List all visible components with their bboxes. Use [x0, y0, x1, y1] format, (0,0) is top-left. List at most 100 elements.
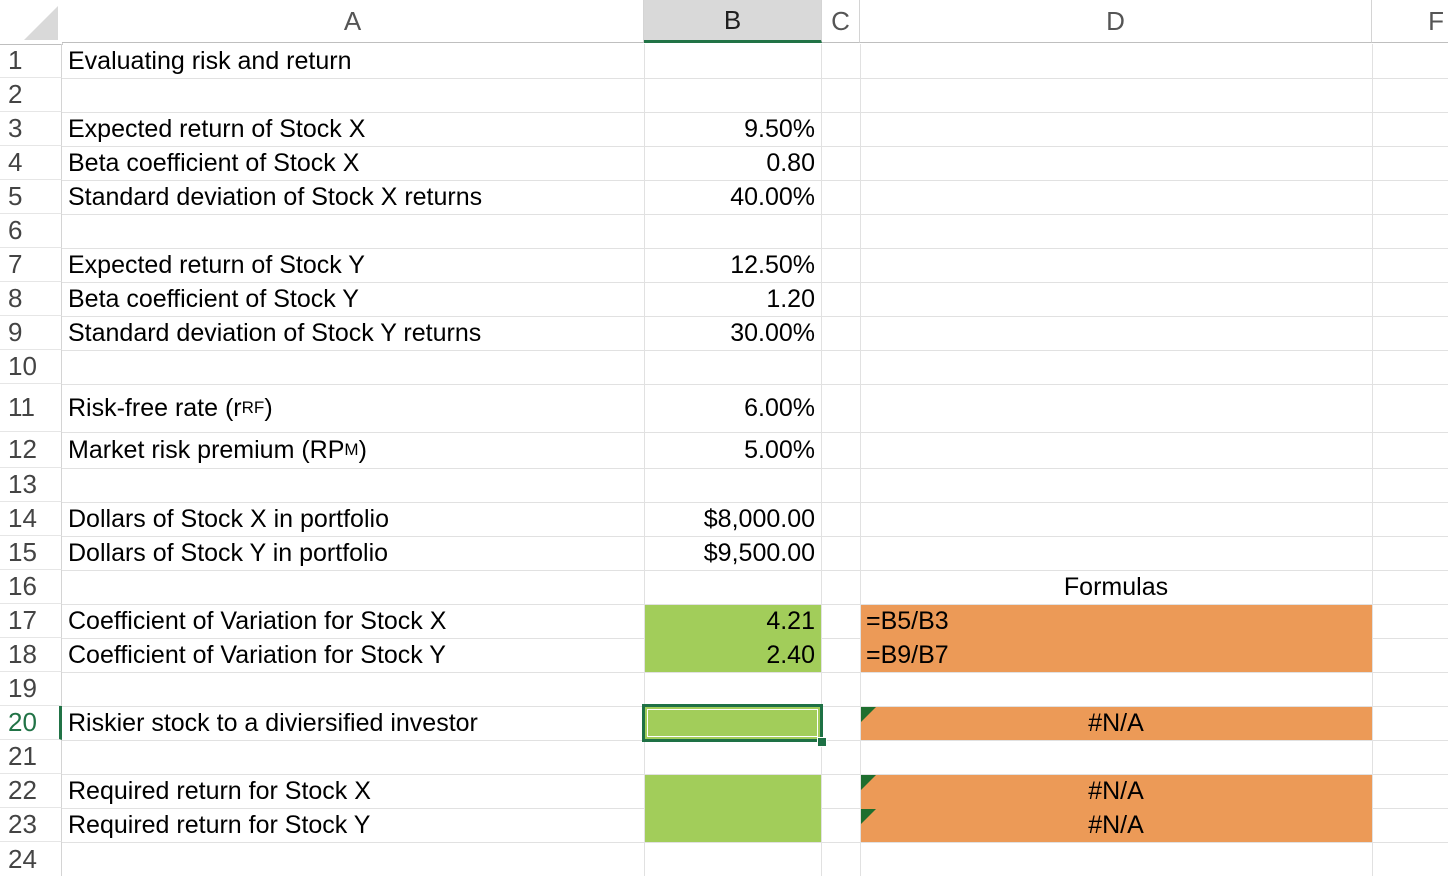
cell-d20[interactable]: #N/A [1088, 708, 1144, 737]
cell-a12-subscript: M [344, 440, 359, 459]
row-header[interactable]: 1 [0, 44, 62, 78]
row-header[interactable]: 6 [0, 214, 62, 248]
select-all-corner[interactable] [0, 0, 63, 45]
cell-a12[interactable]: Market risk premium (RP M) [62, 432, 644, 468]
row-header[interactable]: 7 [0, 248, 62, 282]
gridline [62, 350, 1448, 351]
cell-b7[interactable]: 12.50% [730, 250, 815, 279]
gridline [62, 502, 1448, 503]
cell-a17[interactable]: Coefficient of Variation for Stock X [68, 606, 447, 635]
cell-a18[interactable]: Coefficient of Variation for Stock Y [68, 640, 446, 669]
cell-b3[interactable]: 9.50% [744, 114, 815, 143]
row-header[interactable]: 12 [0, 432, 62, 468]
fill-handle[interactable] [817, 737, 827, 747]
error-indicator-icon[interactable] [861, 707, 876, 722]
row-header[interactable]: 22 [0, 774, 62, 808]
cell-a5[interactable]: Standard deviation of Stock X returns [68, 182, 483, 211]
cell-b12[interactable]: 5.00% [744, 435, 815, 464]
cell-b4[interactable]: 0.80 [766, 148, 815, 177]
cell-a3[interactable]: Expected return of Stock X [68, 114, 366, 143]
column-header-c[interactable]: C [822, 0, 860, 43]
row-header[interactable]: 3 [0, 112, 62, 146]
cell-a14[interactable]: Dollars of Stock X in portfolio [68, 504, 389, 533]
cell-d16-formulas-header[interactable]: Formulas [1063, 572, 1169, 601]
cell-b18[interactable]: 2.40 [766, 640, 815, 669]
cell-a22[interactable]: Required return for Stock X [68, 776, 371, 805]
gridline [62, 146, 1448, 147]
cell-a11-close: ) [264, 393, 273, 422]
cell-a20[interactable]: Riskier stock to a diviersified investor [68, 708, 478, 737]
row-header[interactable]: 18 [0, 638, 62, 672]
cell-a12-close: ) [358, 435, 367, 464]
row-header[interactable]: 16 [0, 570, 62, 604]
cell-b15[interactable]: $9,500.00 [703, 538, 815, 567]
cell-d18[interactable]: =B9/B7 [866, 640, 949, 669]
cell-a8[interactable]: Beta coefficient of Stock Y [68, 284, 359, 313]
row-header[interactable]: 9 [0, 316, 62, 350]
cell-d23[interactable]: #N/A [1088, 810, 1144, 839]
cell-a9[interactable]: Standard deviation of Stock Y returns [68, 318, 482, 347]
cell-b9[interactable]: 30.00% [730, 318, 815, 347]
gridline [62, 604, 1448, 605]
cell-a11[interactable]: Risk-free rate (r RF) [62, 384, 644, 432]
cell-b8[interactable]: 1.20 [766, 284, 815, 313]
cell-a11-subscript: RF [241, 398, 265, 417]
column-header-b[interactable]: B [644, 0, 822, 43]
active-cell-b20[interactable] [642, 704, 823, 742]
row-header[interactable]: 2 [0, 78, 62, 112]
gridline [644, 44, 645, 876]
cell-a23[interactable]: Required return for Stock Y [68, 810, 371, 839]
select-all-triangle-icon [24, 6, 58, 40]
error-indicator-icon[interactable] [861, 775, 876, 790]
cell-b5[interactable]: 40.00% [730, 182, 815, 211]
gridline [62, 214, 1448, 215]
formula-cell-riskier [861, 707, 1372, 740]
active-cell-inner-border [647, 709, 818, 737]
gridline [62, 78, 1448, 79]
gridline [62, 672, 1448, 673]
row-header[interactable]: 14 [0, 502, 62, 536]
gridline [62, 570, 1448, 571]
cell-b11[interactable]: 6.00% [744, 393, 815, 422]
row-header[interactable]: 17 [0, 604, 62, 638]
formula-cells-cv [861, 605, 1372, 672]
cell-b14[interactable]: $8,000.00 [703, 504, 815, 533]
gridline [62, 248, 1448, 249]
gridline [62, 842, 1448, 843]
row-header[interactable]: 8 [0, 282, 62, 316]
row-header-selected[interactable]: 20 [0, 706, 62, 740]
cell-a4[interactable]: Beta coefficient of Stock X [68, 148, 360, 177]
column-header-f[interactable]: F [1372, 0, 1448, 43]
column-header-d[interactable]: D [860, 0, 1372, 43]
cell-a1[interactable]: Evaluating risk and return [68, 46, 352, 75]
gridline [860, 44, 861, 876]
riskier-stock-input-fill [645, 707, 821, 740]
error-indicator-icon[interactable] [861, 809, 876, 824]
row-header[interactable]: 24 [0, 842, 62, 876]
gridline [62, 536, 1448, 537]
gridline [1372, 44, 1373, 876]
gridline [62, 774, 1448, 775]
cell-a15[interactable]: Dollars of Stock Y in portfolio [68, 538, 389, 567]
gridline [62, 384, 1448, 385]
row-header[interactable]: 11 [0, 384, 62, 432]
row-header[interactable]: 23 [0, 808, 62, 842]
row-header[interactable]: 19 [0, 672, 62, 706]
row-header[interactable]: 10 [0, 350, 62, 384]
cell-b17[interactable]: 4.21 [766, 606, 815, 635]
formula-cells-required-return [861, 775, 1372, 842]
cell-a7[interactable]: Expected return of Stock Y [68, 250, 365, 279]
cell-d22[interactable]: #N/A [1088, 776, 1144, 805]
row-header[interactable]: 4 [0, 146, 62, 180]
gridline [62, 432, 1448, 433]
column-header-a[interactable]: A [62, 0, 644, 43]
cell-d17[interactable]: =B5/B3 [866, 606, 949, 635]
gridline [62, 112, 1448, 113]
row-header[interactable]: 5 [0, 180, 62, 214]
row-header[interactable]: 21 [0, 740, 62, 774]
row-header[interactable]: 13 [0, 468, 62, 502]
row-header[interactable]: 15 [0, 536, 62, 570]
gridline [62, 180, 1448, 181]
cell-a11-text: Risk-free rate (r [68, 393, 242, 422]
